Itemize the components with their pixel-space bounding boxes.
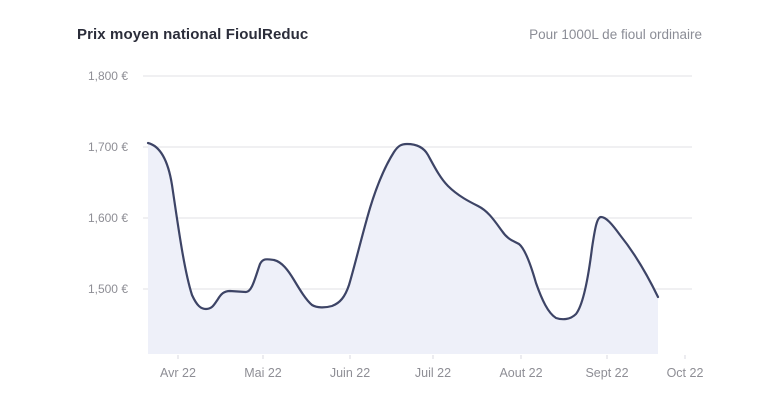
y-tick-label: 1,500 € (87, 282, 128, 296)
chart-title: Prix moyen national FioulReduc (77, 26, 309, 43)
y-tick-label: 1,800 € (87, 69, 128, 83)
chart-subtitle: Pour 1000L de fioul ordinaire (529, 27, 702, 42)
y-tick-label: 1,600 € (87, 211, 128, 225)
x-tick-label: Juin 22 (329, 366, 371, 380)
price-line (146, 141, 660, 321)
x-tick-label: Oct 22 (666, 366, 704, 380)
x-tick-marks (177, 355, 686, 359)
y-tick-label: 1,700 € (87, 140, 128, 154)
x-tick-label: Aout 22 (499, 366, 543, 380)
price-area-fill (148, 143, 658, 354)
x-tick-label: Juil 22 (414, 366, 452, 380)
x-tick-label: Sept 22 (585, 366, 629, 380)
x-tick-label: Avr 22 (160, 366, 196, 380)
x-tick-label: Mai 22 (244, 366, 282, 380)
